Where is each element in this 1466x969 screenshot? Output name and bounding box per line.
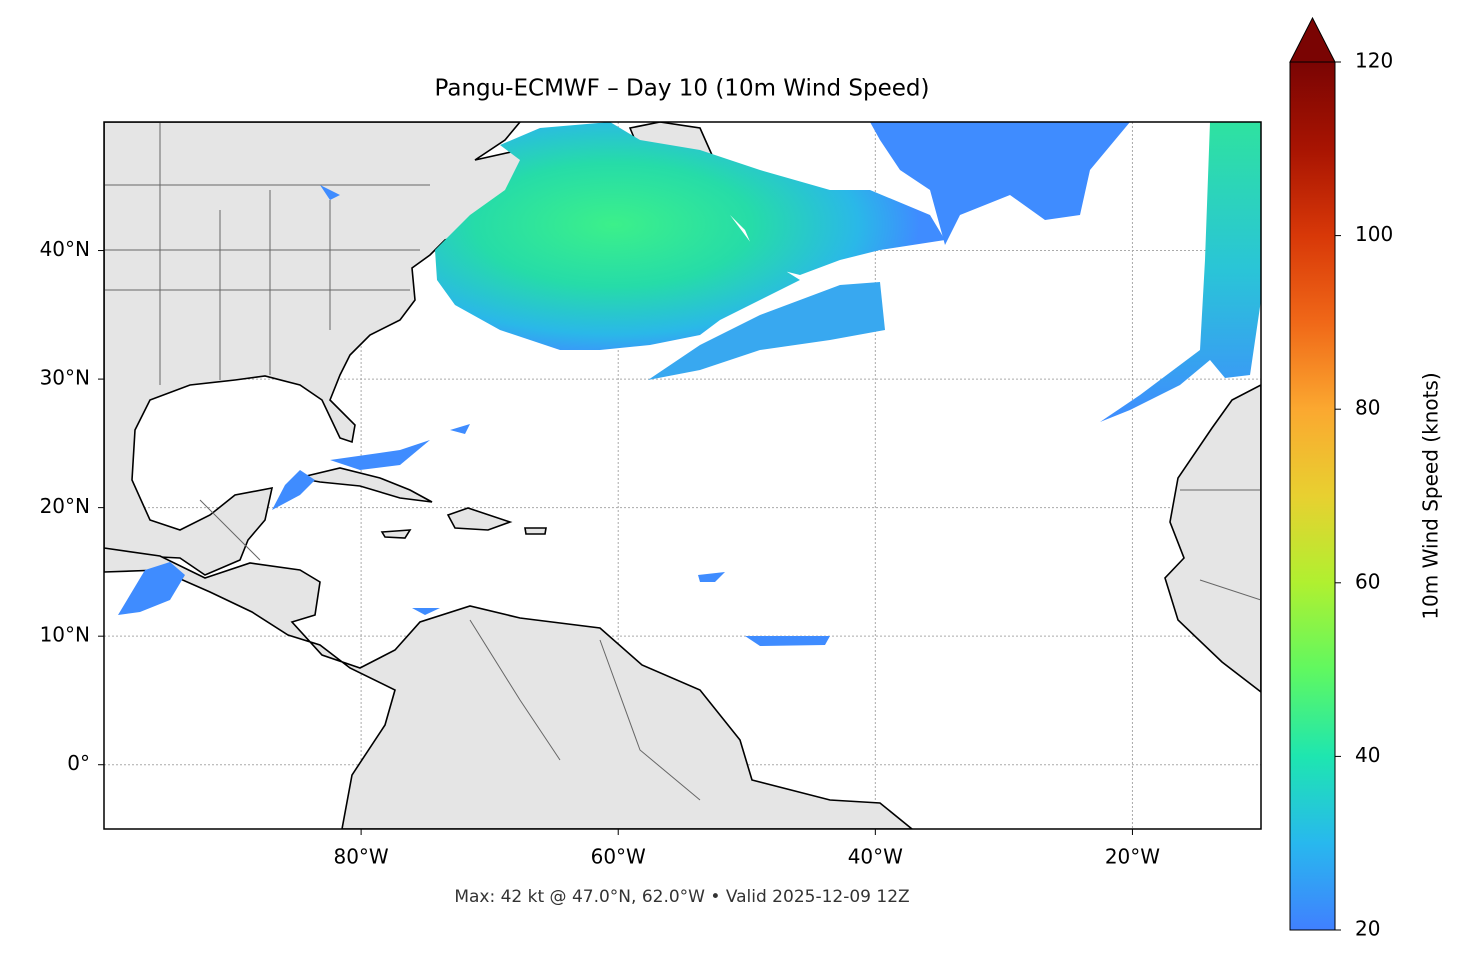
y-tick-label: 0° xyxy=(67,751,90,775)
footer-note: Max: 42 kt @ 47.0°N, 62.0°W • Valid 2025… xyxy=(454,887,909,907)
land xyxy=(297,467,433,503)
land xyxy=(380,527,547,539)
land xyxy=(446,507,513,531)
x-tick-label: 60°W xyxy=(591,845,646,869)
map xyxy=(104,122,1261,829)
y-tick-label: 30°N xyxy=(40,366,90,390)
country-border xyxy=(104,122,1261,801)
land xyxy=(1164,384,1261,694)
colorbar-tick-label: 20 xyxy=(1355,917,1380,941)
y-tick-label: 10°N xyxy=(40,623,90,647)
x-tick-label: 40°W xyxy=(848,845,903,869)
chart-title: Pangu-ECMWF – Day 10 (10m Wind Speed) xyxy=(435,76,930,102)
colorbar-tick-label: 120 xyxy=(1355,49,1393,73)
x-tick-label: 80°W xyxy=(333,845,388,869)
colorbar: 10m Wind Speed (knots) 20 40 60 80 100 120 xyxy=(1289,16,1443,941)
colorbar-tick-label: 40 xyxy=(1355,743,1380,767)
colorbar-tick-label: 80 xyxy=(1355,396,1380,420)
colorbar-scale xyxy=(1289,61,1336,931)
land xyxy=(104,547,914,829)
colorbar-extend xyxy=(1289,16,1336,63)
y-tick-label: 40°N xyxy=(40,237,90,261)
colorbar-tick-label: 100 xyxy=(1355,222,1393,246)
x-tick-label: 20°W xyxy=(1105,845,1160,869)
y-tick-label: 20°N xyxy=(40,494,90,518)
map-frame xyxy=(103,121,1262,830)
colorbar-tick-label: 60 xyxy=(1355,569,1380,593)
colorbar-label: 10m Wind Speed (knots) xyxy=(1419,372,1443,619)
axes: 80°W 60°W 40°W 20°W 0° 10°N 20°N 30°N 40°N xyxy=(40,237,1161,868)
wind-field xyxy=(118,122,1261,646)
